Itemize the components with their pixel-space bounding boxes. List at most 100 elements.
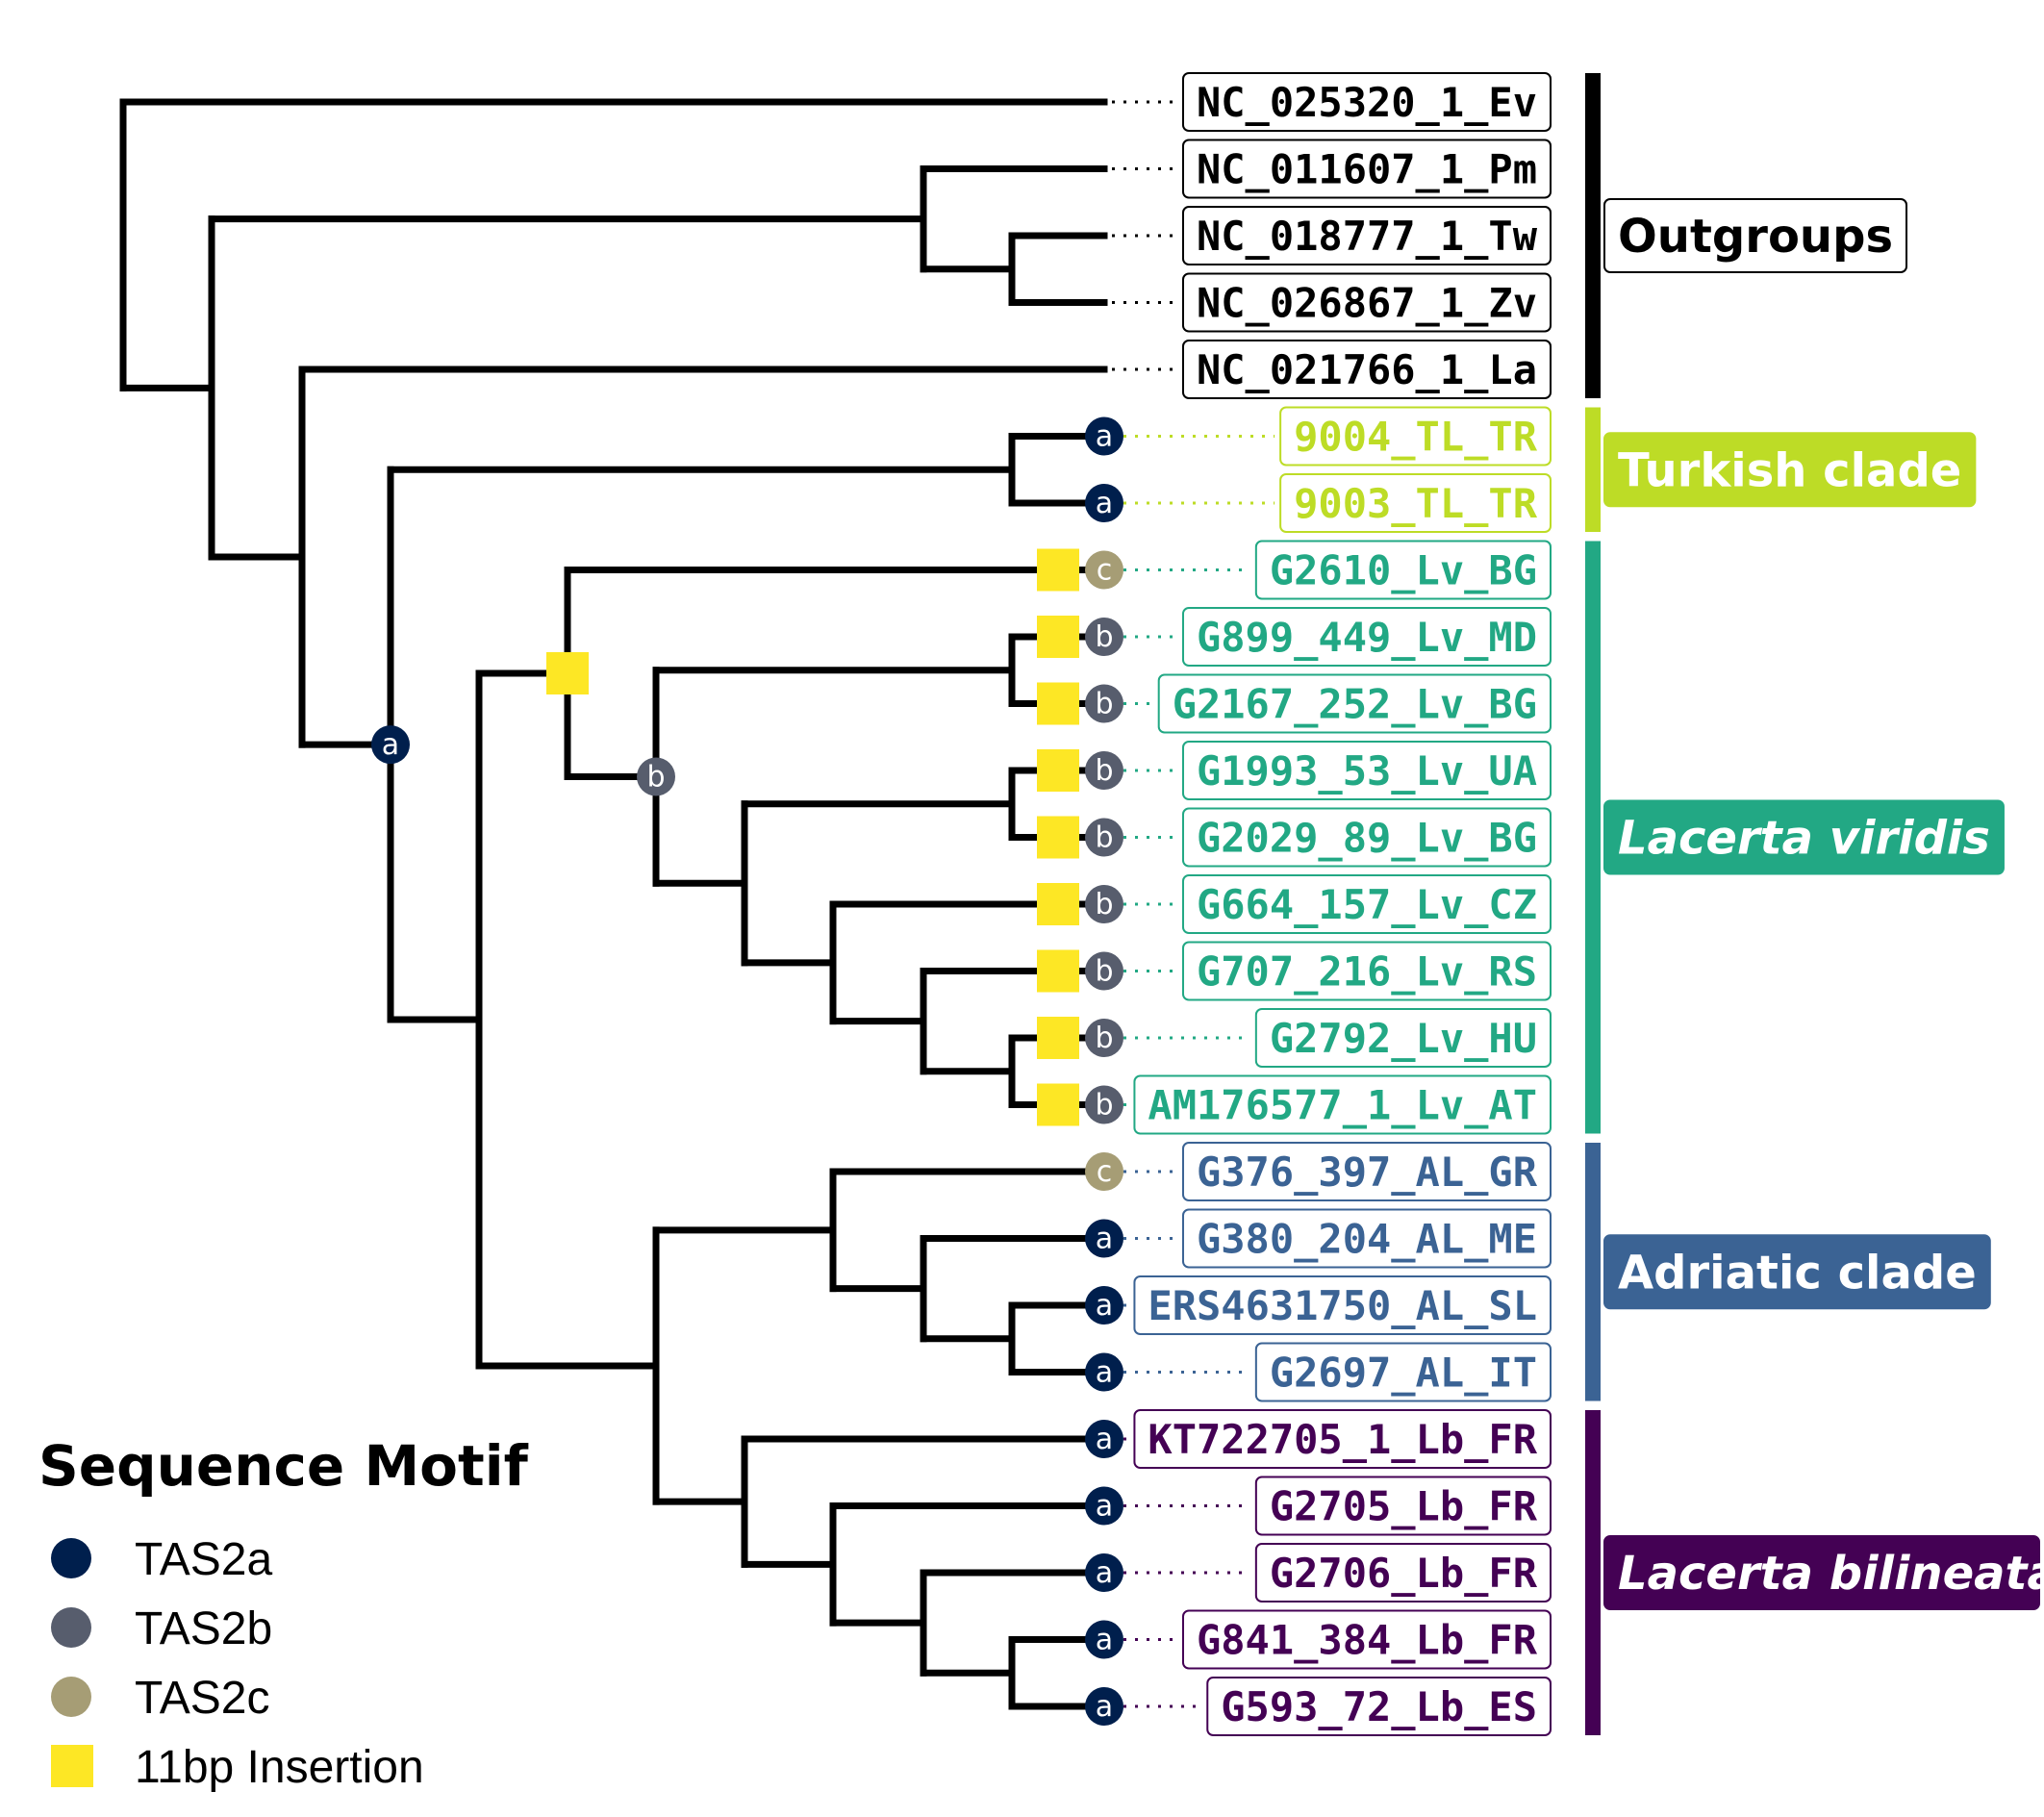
motif-c-marker: c [1085,1152,1123,1191]
tip-label-text: G2610_Lv_BG [1270,547,1537,594]
motif-circle [1085,1420,1123,1458]
tip-label: G1993_53_Lv_UA [1181,741,1552,800]
motif-circle [1085,1687,1123,1726]
insertion-square [1037,548,1079,592]
motif-letter: a [1096,1356,1113,1390]
tip-label: G376_397_AL_GR [1181,1142,1552,1201]
tip-label-text: AM176577_1_Lv_AT [1148,1082,1537,1129]
motif-letter: a [1096,487,1113,520]
motif-circle [1085,885,1123,923]
tip-label-box [1254,1476,1552,1536]
clade-viridis: Lacerta viridis [1585,541,2005,1134]
tip-label-text: 9003_TL_TR [1294,480,1538,527]
motif-letter: a [1096,1289,1113,1323]
insertion-square [1037,616,1079,658]
clade-label-box [1603,198,1908,273]
tip-label-text: G2697_AL_IT [1270,1350,1537,1397]
motif-circle [1085,1486,1123,1526]
motif-circle [1085,618,1123,656]
tip-label-text: G593_72_Lb_ES [1221,1683,1537,1730]
insertion-square [1037,1017,1079,1059]
tip-label-box [1206,1677,1552,1736]
tip-label: G2705_Lb_FR [1254,1476,1552,1536]
tip-label: G841_384_Lb_FR [1181,1609,1552,1670]
clade-labels: Outgroups Turkish clade Lacerta viridis Adr… [1585,73,2044,1735]
motif-circle [1085,416,1123,456]
motif-b-marker: b [1085,618,1123,656]
tip-label-text: G899_449_Lv_MD [1197,614,1537,661]
tip-label-text: NC_021766_1_La [1197,346,1537,393]
motif-letter: b [1095,1089,1113,1123]
legend-circle-icon [51,1607,91,1648]
motif-a-marker: a [371,725,410,765]
tip-label-text: NC_018777_1_Tw [1197,213,1538,260]
legend-circle-icon [51,1538,91,1578]
tip-label-box [1133,1275,1552,1335]
motif-letter: a [1096,1423,1113,1456]
motif-circle [1085,1219,1123,1258]
motif-letter: a [1096,1624,1113,1657]
clade-bilineata: Lacerta bilineata [1585,1410,2044,1735]
insertion-square [1037,1083,1079,1126]
tip-label-box [1181,272,1552,333]
motif-a-marker: a [1085,1420,1123,1458]
tip-label-text: ERS4631750_AL_SL [1148,1282,1537,1329]
motif-circle [1085,550,1123,590]
motif-circle [1085,1152,1123,1191]
motif-a-marker: a [1085,416,1123,456]
motif-circle [1085,751,1123,790]
tip-label-box [1157,673,1552,734]
motif-a-marker: a [1085,1286,1123,1325]
motif-b-marker: b [1085,684,1123,723]
tip-label: NC_021766_1_La [1181,340,1552,399]
motif-circle [1085,1553,1123,1592]
motif-letter: b [1095,754,1113,788]
clade-label-box [1603,1535,2040,1610]
clade-black: Outgroups [1585,73,1908,398]
motif-circle [1085,818,1123,857]
tip-label: NC_011607_1_Pm [1181,139,1552,199]
tip-label-text: NC_011607_1_Pm [1197,146,1537,193]
motif-circle [1085,1085,1123,1124]
motif-letter: a [1096,1556,1113,1590]
motif-circle [371,725,410,765]
tip-label-box [1279,406,1552,467]
motif-letter: c [1097,1155,1113,1189]
motif-a-marker: a [1085,1219,1123,1258]
clade-bar [1585,1410,1601,1735]
clade-label: Turkish clade [1618,443,1961,497]
tip-label-text: NC_026867_1_Zv [1197,280,1537,327]
tip-label-box [1181,139,1552,199]
motif-circle [1085,1019,1123,1057]
legend-item-label: TAS2b [135,1603,272,1654]
clade-label: Lacerta viridis [1618,812,1990,866]
legend-title: Sequence Motif [38,1433,529,1499]
clade-bar [1585,73,1601,398]
motif-letter: a [1096,1490,1113,1524]
tip-label-box [1181,72,1552,132]
tip-label-text: G380_204_AL_ME [1197,1216,1537,1263]
tip-label-box [1133,1409,1552,1469]
tip-label-box [1254,540,1552,600]
legend-item-label: TAS2a [135,1534,272,1585]
tip-label-text: 9004_TL_TR [1294,414,1538,461]
clade-turkish: Turkish clade [1585,407,1977,532]
motif-circle [1085,1352,1123,1392]
clade-label-box [1603,799,2005,875]
motif-a-marker: a [1085,1687,1123,1726]
tip-label-box [1181,941,1552,1001]
tip-label-box [1181,807,1552,868]
tip-label: NC_025320_1_Ev [1181,72,1552,132]
tip-label: 9003_TL_TR [1279,473,1552,533]
motif-letter: b [1095,955,1113,989]
tip-label: G664_157_Lv_CZ [1181,874,1552,934]
tip-label: 9004_TL_TR [1279,406,1552,467]
tip-label: G2792_Lv_HU [1254,1008,1552,1068]
insertion-square [1037,949,1079,993]
tip-label-box [1181,741,1552,800]
tip-label: G2706_Lb_FR [1254,1543,1552,1602]
motif-letter: b [1095,620,1113,654]
legend: Sequence Motif TAS2a TAS2b TAS2c 11bp Inser… [38,1433,529,1793]
tip-label-box [1181,874,1552,934]
